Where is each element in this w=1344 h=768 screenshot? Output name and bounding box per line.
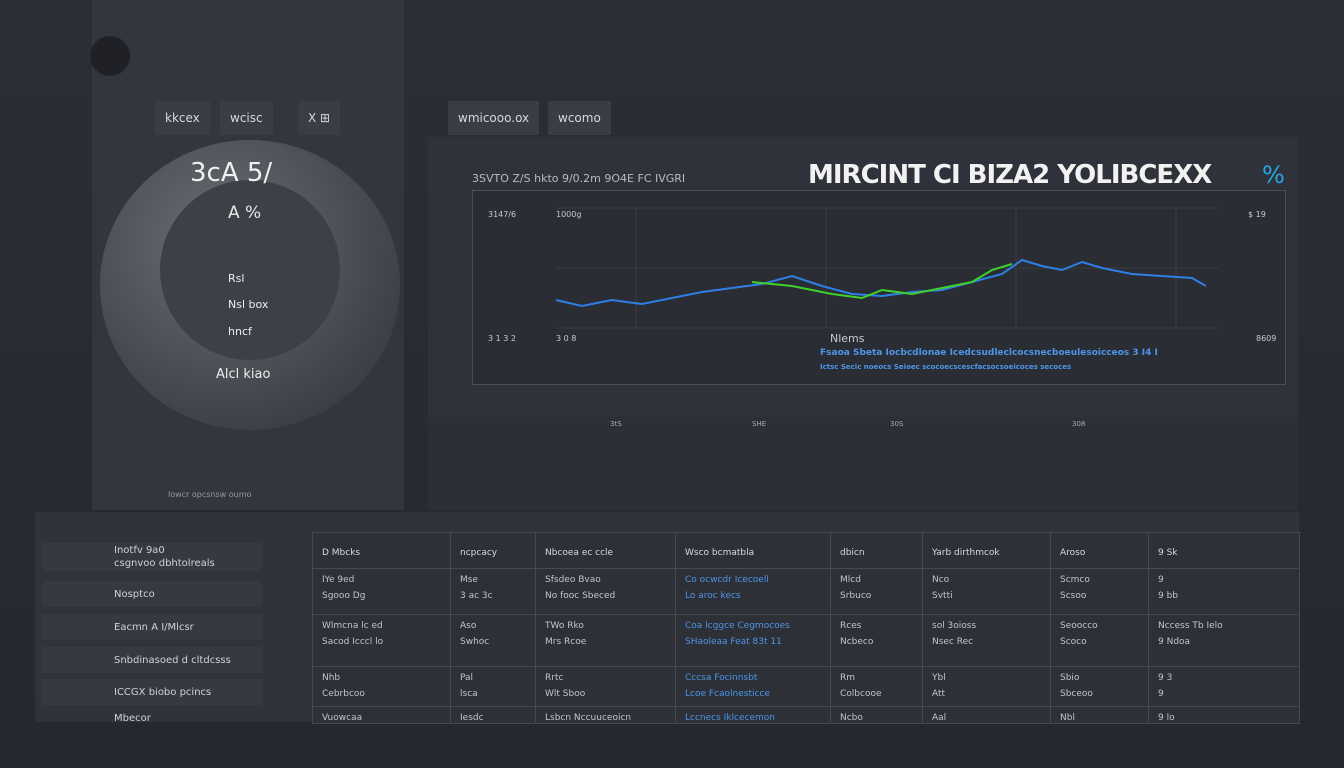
table-cell: sol 3oioss Nsec Rec <box>932 621 977 647</box>
table-cell: Coa lcggce Cegmocoes SHaoleaa Feat 83t 1… <box>685 621 790 647</box>
table-divider <box>535 532 536 722</box>
legend-line: Fsaoa Sbeta Iocbcdlonae Icedcsudleclcocs… <box>820 348 1158 358</box>
table-divider <box>1148 532 1149 722</box>
table-cell: Mlcd Srbuco <box>840 575 872 601</box>
tab[interactable]: wcomo <box>548 101 611 135</box>
table-cell: Ncbo <box>840 713 863 723</box>
dial-footer: lowcr opcsnsw oumo <box>168 490 252 499</box>
tab[interactable]: wcisc <box>220 101 273 135</box>
table-cell: Wlmcna lc ed Sacod Icccl lo <box>322 621 384 647</box>
table-header: Nbcoea ec ccle <box>545 548 614 558</box>
chart-footer-label: 308 <box>1072 420 1086 428</box>
chart-frame <box>472 190 1286 385</box>
table-cell: Rm Colbcooe <box>840 673 882 699</box>
table-cell: Nhb Cebrbcoo <box>322 673 365 699</box>
table-cell: Seoocco Scoco <box>1060 621 1098 647</box>
dial-label: hncf <box>228 325 252 338</box>
table-divider <box>922 532 923 722</box>
axis-label: 3 1 3 2 <box>488 334 516 343</box>
dial-label: Alcl kiao <box>216 367 271 382</box>
axis-label: Nlems <box>830 332 865 345</box>
chart-title: MIRCINT CI BIZA2 YOLIBCEXX <box>808 160 1212 190</box>
table-header: ncpcacy <box>460 548 498 558</box>
sidebar-item[interactable]: Snbdinasoed d cltdcsss <box>42 647 262 673</box>
table-cell: Scmco Scsoo <box>1060 575 1090 601</box>
axis-label: 8609 <box>1256 334 1277 343</box>
chart-lines <box>555 207 1218 329</box>
dial-label: Nsl box <box>228 298 269 311</box>
table-cell: Mse 3 ac 3c <box>460 575 493 601</box>
dial-inner <box>160 180 340 360</box>
table-cell: Aso Swhoc <box>460 621 490 647</box>
table-header: 9 Sk <box>1158 548 1178 558</box>
table-row-divider <box>312 706 1298 707</box>
chart-subtitle: 3SVTO Z/S hkto 9/0.2m 9O4E FC IVGRI <box>472 172 686 185</box>
dial-label: Rsl <box>228 272 245 285</box>
table-cell: Rces Ncbeco <box>840 621 874 647</box>
table-header: Aroso <box>1060 548 1086 558</box>
table-cell: Vuowcaa <box>322 713 363 723</box>
sidebar-item[interactable]: ICCGX biobo pcincs <box>42 679 262 705</box>
dial-value: 3cA 5/ <box>190 158 273 188</box>
table-cell: Co ocwcdr Icecoell Lo aroc kecs <box>685 575 769 601</box>
table-header: dbicn <box>840 548 865 558</box>
table-divider <box>450 532 451 722</box>
table-cell: Nccess Tb Ielo 9 Ndoa <box>1158 621 1223 647</box>
table-cell: 9 9 bb <box>1158 575 1179 601</box>
table-cell: Nco Svtti <box>932 575 953 601</box>
dot-button[interactable] <box>90 36 130 76</box>
table-cell: 9 3 9 <box>1158 673 1173 699</box>
chart-footer <box>428 417 1298 510</box>
table <box>312 532 1300 724</box>
grid <box>556 207 1218 329</box>
table-cell: Nbl <box>1060 713 1075 723</box>
table-divider <box>830 532 831 722</box>
tab[interactable]: kkcex <box>155 101 210 135</box>
axis-label: $ 19 <box>1248 210 1266 219</box>
sidebar-item[interactable]: Eacmn A I/Mlcsr <box>42 614 262 640</box>
dial-sub: A % <box>228 203 262 223</box>
axis-label: 3147/6 <box>488 210 517 219</box>
tab[interactable]: X ⊞ <box>298 101 341 135</box>
table-cell: Aal <box>932 713 947 723</box>
axis-label: 1000g <box>556 210 582 219</box>
table-header: Wsco bcmatbla <box>685 548 755 558</box>
green-line <box>751 263 1013 300</box>
table-cell: Pal lsca <box>460 673 478 699</box>
chart-footer-label: 30S <box>890 420 904 428</box>
table-cell: TWo Rko Mrs Rcoe <box>545 621 587 647</box>
table-header: D Mbcks <box>322 548 361 558</box>
table-divider <box>675 532 676 722</box>
axis-label: 3 0 8 <box>556 334 577 343</box>
table-cell: Ybl Att <box>932 673 946 699</box>
table-cell: Rrtc Wlt Sboo <box>545 673 586 699</box>
sidebar-item[interactable]: Inotfv 9a0 csgnvoo dbhtolreals <box>42 543 262 571</box>
table-cell: Sbio Sbceoo <box>1060 673 1093 699</box>
table-cell: Sfsdeo Bvao No fooc Sbeced <box>545 575 616 601</box>
legend-line: Ictsc Secic noeocs Seioec scocoecscescfa… <box>820 363 1072 371</box>
table-cell: IYe 9ed Sgooo Dg <box>322 575 366 601</box>
blue-line <box>555 258 1207 308</box>
sidebar-item[interactable]: Mbecor <box>114 712 151 724</box>
chart-footer-label: 3tS <box>610 420 622 428</box>
table-row-divider <box>312 614 1298 615</box>
table-divider <box>1050 532 1051 722</box>
chart-title-unit: % <box>1262 161 1285 189</box>
table-cell: Lccnecs Iklcecemon <box>685 713 775 723</box>
table-row-divider <box>312 666 1298 667</box>
chart-footer-label: SHE <box>752 420 767 428</box>
sidebar-item[interactable]: Nosptco <box>42 581 262 607</box>
table-cell: Lsbcn Nccuuceoicn <box>545 713 632 723</box>
table-header: Yarb dirthmcok <box>932 548 1000 558</box>
table-cell: Cccsa Focinnsbt Lcoe Fcaolnesticce <box>685 673 770 699</box>
table-row-divider <box>312 568 1298 569</box>
table-cell: 9 lo <box>1158 713 1175 723</box>
table-cell: Iesdc <box>460 713 484 723</box>
tab[interactable]: wmicooo.ox <box>448 101 540 135</box>
